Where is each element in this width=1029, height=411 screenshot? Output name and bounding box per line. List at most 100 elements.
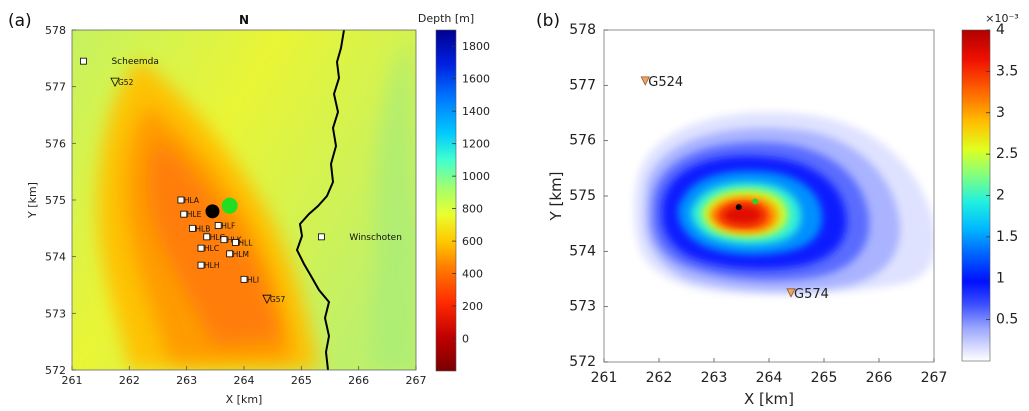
borehole-station-marker xyxy=(214,222,222,229)
colorbar-tick-label: 2 xyxy=(996,188,1005,204)
x-axis-label-a: X [km] xyxy=(226,393,263,406)
x-tick-label: 267 xyxy=(406,374,427,387)
borehole-station-label: HLL xyxy=(238,239,253,248)
y-tick-label: 574 xyxy=(569,243,596,259)
colorbar-tick-label: 1600 xyxy=(462,73,490,86)
y-tick-label: 575 xyxy=(45,194,66,207)
colorbar-a-ticks: 1800 1600 1400 1200 1000 800 600 400 200 0 xyxy=(452,40,490,346)
x-axis-label-b: X [km] xyxy=(744,390,794,408)
borehole-station-marker xyxy=(180,210,188,218)
colorbar-tick-label: 3.5 xyxy=(996,63,1018,79)
colorbar-tick-label: 1400 xyxy=(462,105,490,118)
x-tick-label: 262 xyxy=(119,374,140,387)
panel-label-b: (b) xyxy=(536,11,560,31)
colorbar-tick-label: 1.5 xyxy=(996,229,1018,245)
borehole-station-marker xyxy=(177,196,185,204)
y-tick-label: 574 xyxy=(45,251,66,264)
colorbar-tick-label: 1200 xyxy=(462,138,490,151)
y-tick-label: 578 xyxy=(569,22,596,38)
markers-a: Scheemda Winschoten G52 G57 HLA HLE HLB HLF HLG H… xyxy=(80,57,402,305)
colorbar-tick-label: 1 xyxy=(996,270,1005,286)
y-tick-label: 572 xyxy=(569,354,596,370)
probability-field xyxy=(634,112,934,295)
epicenter-black-marker xyxy=(205,204,220,219)
colorbar-tick-label: 600 xyxy=(462,235,483,248)
borehole-station-label: HLA xyxy=(184,196,200,205)
town-marker xyxy=(80,57,87,65)
borehole-station-marker xyxy=(226,250,234,258)
x-tick-label: 267 xyxy=(921,370,948,386)
station-triangle xyxy=(786,288,796,298)
depth-zone-east xyxy=(371,40,416,370)
x-tick-label: 265 xyxy=(291,374,312,387)
epicenter-green-marker xyxy=(752,198,759,205)
borehole-station-marker xyxy=(220,236,228,244)
station-label: G57 xyxy=(270,295,286,304)
y-tick-label: 577 xyxy=(45,81,66,94)
colorbar-b-ticks: 4 3.5 3 2.5 2 1.5 1 0.5 xyxy=(986,22,1018,328)
y-tick-label: 577 xyxy=(569,77,596,93)
town-marker xyxy=(317,233,325,241)
x-tick-label: 266 xyxy=(348,374,369,387)
epicenter-green-marker xyxy=(221,197,238,214)
x-tick-label: 261 xyxy=(62,374,83,387)
borehole-station-marker xyxy=(197,261,205,269)
y-tick-label: 573 xyxy=(569,299,596,315)
borehole-station-label: HLH xyxy=(204,261,219,270)
colorbar-tick-label: 800 xyxy=(462,203,483,216)
colorbar-tick-label: 3 xyxy=(996,105,1005,121)
borehole-station-marker xyxy=(188,224,196,232)
axis-ticks-b: 261 262 263 264 265 266 267 572 573 574 575 576 577 5… xyxy=(569,22,947,386)
colorbar-tick-label: 4 xyxy=(996,22,1005,38)
borehole-station-marker xyxy=(203,233,211,241)
colorbar-tick-label: 2.5 xyxy=(996,146,1018,162)
x-tick-label: 264 xyxy=(234,374,255,387)
station-triangle xyxy=(640,76,650,86)
colorbar-b-exponent: ×10⁻³ xyxy=(985,12,1018,25)
depth-zone-deep xyxy=(149,140,280,345)
x-tick-label: 262 xyxy=(646,370,673,386)
borehole-station-label: HLG xyxy=(210,233,226,242)
colorbar-tick-label: 0 xyxy=(462,333,469,346)
station-triangle xyxy=(262,294,272,305)
town-label: Winschoten xyxy=(349,233,402,243)
borehole-station-marker xyxy=(197,244,205,252)
x-tick-label: 265 xyxy=(811,370,838,386)
epicenter-black-marker xyxy=(735,204,742,211)
north-label: N xyxy=(239,13,249,27)
station-label: G52 xyxy=(118,78,134,87)
x-tick-label: 264 xyxy=(756,370,783,386)
markers-b: G524 G574 xyxy=(640,75,829,302)
plot-area-a: 261 262 263 264 265 266 267 572 573 574 575 576 577 5… xyxy=(45,24,427,387)
borehole-station-label: HLF xyxy=(221,222,235,231)
station-label: G524 xyxy=(648,75,683,90)
x-tick-label: 263 xyxy=(176,374,197,387)
colorbar-b xyxy=(961,29,991,362)
colorbar-tick-label: 1000 xyxy=(462,170,490,183)
colorbar-tick-label: 200 xyxy=(462,300,483,313)
borehole-station-label: HLC xyxy=(204,244,219,253)
x-tick-label: 266 xyxy=(866,370,893,386)
y-tick-label: 572 xyxy=(45,364,66,377)
x-tick-label: 261 xyxy=(591,370,618,386)
y-tick-label: 578 xyxy=(45,24,66,37)
plot-area-b: 261 262 263 264 265 266 267 572 573 574 575 576 577 5… xyxy=(569,22,947,386)
town-label: Scheemda xyxy=(111,57,158,67)
borehole-station-marker xyxy=(231,239,239,246)
border-line xyxy=(295,30,345,370)
panel-label-a: (a) xyxy=(8,11,32,31)
y-axis-label-b: Y [km] xyxy=(547,172,565,222)
y-tick-label: 576 xyxy=(45,137,66,150)
station-label: G574 xyxy=(794,287,829,302)
borehole-station-label: HLB xyxy=(195,224,210,233)
colorbar-tick-label: 0.5 xyxy=(996,312,1018,328)
y-tick-label: 575 xyxy=(569,188,596,204)
y-tick-label: 573 xyxy=(45,307,66,320)
station-triangle xyxy=(110,77,120,88)
borehole-station-label: HLE xyxy=(187,210,202,219)
axis-ticks-a: 261 262 263 264 265 266 267 572 573 574 575 576 577 5… xyxy=(45,24,427,387)
borehole-station-label: HLI xyxy=(247,275,259,284)
y-tick-label: 576 xyxy=(569,133,596,149)
y-axis-label-a: Y [km] xyxy=(26,182,39,219)
